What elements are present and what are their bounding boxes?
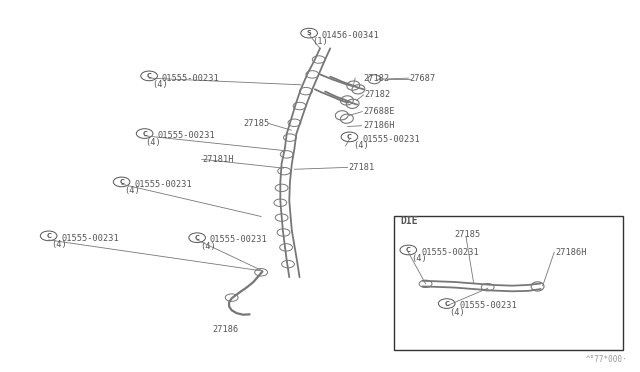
Text: 01555-00231: 01555-00231 xyxy=(460,301,517,310)
Text: C: C xyxy=(46,233,51,239)
Text: S: S xyxy=(307,30,312,36)
Text: 01555-00231: 01555-00231 xyxy=(210,235,268,244)
Text: 27186H: 27186H xyxy=(556,248,587,257)
Text: 01555-00231: 01555-00231 xyxy=(61,234,119,243)
Text: C: C xyxy=(347,134,352,140)
Text: (4): (4) xyxy=(450,308,465,317)
Text: 01555-00231: 01555-00231 xyxy=(134,180,192,189)
Text: C: C xyxy=(195,235,200,241)
Text: C: C xyxy=(147,73,152,79)
Text: (4): (4) xyxy=(146,138,161,147)
Text: 01555-00231: 01555-00231 xyxy=(157,131,215,140)
Text: 27182: 27182 xyxy=(365,90,391,99)
Text: 01555-00231: 01555-00231 xyxy=(162,74,220,83)
Text: C: C xyxy=(119,179,124,185)
Text: 27182: 27182 xyxy=(363,74,389,83)
Text: ^°77*000·: ^°77*000· xyxy=(586,355,627,364)
Text: (4): (4) xyxy=(152,80,168,89)
Text: 27186: 27186 xyxy=(212,325,239,334)
Text: 27687: 27687 xyxy=(410,74,436,83)
Text: 27186H: 27186H xyxy=(363,121,394,130)
Text: (1): (1) xyxy=(312,37,328,46)
Text: 27185: 27185 xyxy=(243,119,269,128)
Text: (4): (4) xyxy=(52,240,67,249)
Text: 01555-00231: 01555-00231 xyxy=(362,135,420,144)
Text: 27181H: 27181H xyxy=(202,155,234,164)
Text: (4): (4) xyxy=(412,254,427,263)
Text: 01456-00341: 01456-00341 xyxy=(322,31,380,40)
Text: DIE: DIE xyxy=(401,216,419,226)
Text: (4): (4) xyxy=(200,242,216,251)
Text: (4): (4) xyxy=(354,141,369,150)
Text: C: C xyxy=(406,247,411,253)
Text: C: C xyxy=(444,301,449,307)
Text: 27185: 27185 xyxy=(454,230,481,239)
Text: (4): (4) xyxy=(125,186,140,195)
Text: 01555-00231: 01555-00231 xyxy=(421,248,479,257)
Text: 27688E: 27688E xyxy=(364,107,395,116)
Text: 27181: 27181 xyxy=(349,163,375,172)
Text: C: C xyxy=(142,131,147,137)
Bar xyxy=(394,216,623,350)
